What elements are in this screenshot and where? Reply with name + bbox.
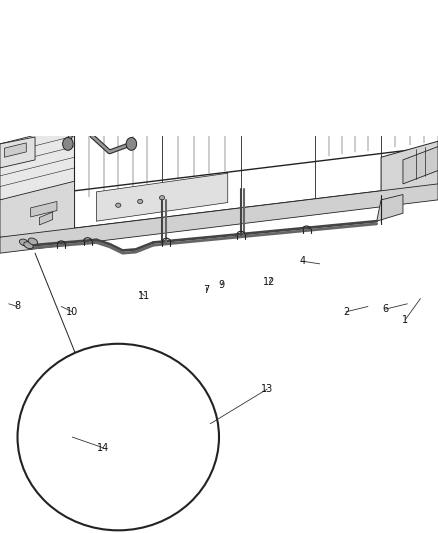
- Polygon shape: [403, 147, 438, 184]
- Polygon shape: [96, 173, 228, 221]
- Polygon shape: [31, 201, 57, 217]
- Text: 13: 13: [261, 384, 273, 394]
- Text: 12: 12: [263, 278, 276, 287]
- Text: 1: 1: [402, 315, 408, 325]
- Circle shape: [63, 138, 73, 150]
- Ellipse shape: [24, 242, 33, 248]
- Circle shape: [85, 110, 93, 119]
- Text: 9: 9: [218, 280, 224, 290]
- Polygon shape: [0, 184, 438, 253]
- Ellipse shape: [28, 238, 38, 245]
- Circle shape: [81, 105, 97, 124]
- Polygon shape: [381, 141, 438, 205]
- Ellipse shape: [159, 196, 165, 200]
- Text: 8: 8: [14, 302, 21, 311]
- Text: 14: 14: [97, 443, 109, 453]
- Polygon shape: [0, 125, 74, 200]
- Polygon shape: [4, 143, 26, 157]
- Ellipse shape: [18, 344, 219, 530]
- Polygon shape: [39, 212, 53, 225]
- Polygon shape: [44, 117, 53, 128]
- Text: 2: 2: [343, 307, 349, 317]
- Text: 11: 11: [138, 291, 151, 301]
- Polygon shape: [48, 43, 79, 48]
- Polygon shape: [53, 48, 74, 128]
- Polygon shape: [0, 181, 74, 237]
- Bar: [0, 0, 438, 136]
- Text: 4: 4: [299, 256, 305, 266]
- Ellipse shape: [116, 203, 121, 207]
- Polygon shape: [0, 137, 35, 168]
- Text: 6: 6: [382, 304, 389, 314]
- Circle shape: [126, 138, 137, 150]
- Polygon shape: [70, 61, 101, 115]
- Circle shape: [78, 97, 89, 111]
- Polygon shape: [377, 195, 403, 221]
- Ellipse shape: [138, 199, 143, 204]
- Ellipse shape: [19, 239, 29, 246]
- Text: 7: 7: [203, 286, 209, 295]
- Text: 10: 10: [66, 307, 78, 317]
- Polygon shape: [44, 75, 53, 85]
- Circle shape: [64, 108, 76, 122]
